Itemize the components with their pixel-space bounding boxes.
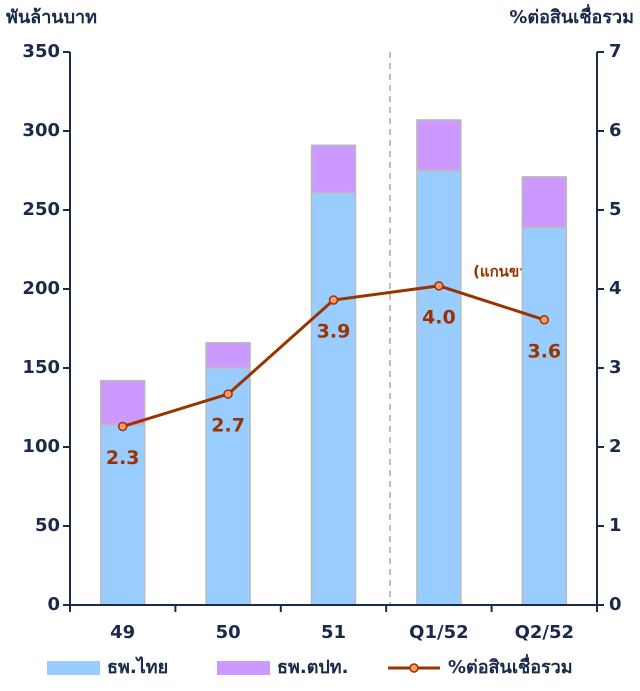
y2-tick-label: 3 [609,357,622,378]
bar [99,424,146,606]
x-tick-label: 50 [216,622,241,643]
data-label: 2.7 [211,415,245,437]
y2-tick-label: 7 [609,41,622,62]
y2-axis-label: %ต่อสินเชื่อรวม [509,4,634,28]
legend-label: ธพ.ไทย [107,656,168,678]
y2-tick-label: 2 [609,436,622,457]
legend-label: ธพ.ตปท. [277,657,349,678]
x-tick-label: Q2/52 [515,622,574,643]
legend-marker [409,663,419,673]
line-marker [223,389,233,399]
bar [521,176,568,229]
data-label: 3.9 [317,321,351,343]
legend-swatch [47,661,100,675]
bar [416,169,462,606]
data-label: 2.3 [106,447,140,469]
bar [310,191,357,606]
x-tick-label: 51 [321,622,346,643]
line-marker [117,421,128,432]
y-axis-label: พันล้านบาท [6,7,97,28]
y2-tick-label: 1 [609,515,622,536]
data-label: 4.0 [422,306,456,328]
y-tick-label: 300 [22,120,60,141]
y-tick-label: 0 [47,594,60,615]
x-tick-label: 49 [110,622,135,643]
bar [99,379,146,426]
bar [205,341,251,369]
bar [416,119,462,172]
legend-swatch [217,661,270,675]
x-tick-label: Q1/52 [409,622,468,643]
bar [521,226,568,606]
y-tick-label: 200 [22,278,60,299]
y2-tick-label: 0 [609,594,622,615]
line-marker [434,281,444,291]
line-marker [539,315,550,325]
y2-tick-label: 6 [609,120,622,141]
y-tick-label: 100 [22,436,60,457]
y-tick-label: 150 [22,357,60,378]
bar [310,144,357,194]
legend-label: %ต่อสินเชื่อรวม [448,654,573,678]
data-label: 3.6 [527,340,561,362]
y-tick-label: 50 [35,515,60,536]
bar [205,367,251,606]
y2-tick-label: 4 [609,278,622,299]
y2-tick-label: 5 [609,199,622,220]
y-tick-label: 350 [22,41,60,62]
y-tick-label: 250 [22,199,60,220]
line-marker [328,295,339,305]
